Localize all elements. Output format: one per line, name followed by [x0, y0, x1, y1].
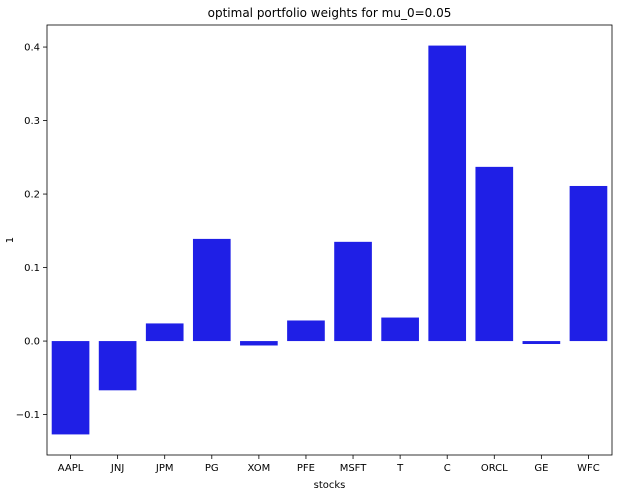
- bar-jpm: [145, 323, 184, 342]
- x-axis: AAPL JNJ JPM PG XOM PFE MSFT T C ORCL GE WFC: [58, 455, 600, 474]
- x-tick-label: JNJ: [110, 463, 124, 474]
- chart-title: optimal portfolio weights for mu_0=0.05: [208, 6, 452, 20]
- x-tick-label: ORCL: [481, 463, 508, 474]
- y-tick-label: 0.2: [24, 190, 40, 201]
- x-tick-label: AAPL: [58, 463, 84, 474]
- bar-wfc: [569, 185, 608, 342]
- bar-t: [381, 317, 419, 342]
- y-tick-label: 0.3: [24, 116, 40, 127]
- x-tick-label: C: [444, 463, 451, 474]
- bar-xom: [240, 341, 278, 346]
- y-tick-label: 0.4: [24, 43, 40, 54]
- x-tick-label: JPM: [155, 463, 174, 474]
- bar-pfe: [287, 320, 325, 342]
- x-axis-label: stocks: [314, 480, 346, 491]
- bar-msft: [334, 241, 372, 342]
- y-axis: −0.1 0.0 0.1 0.2 0.3 0.4: [16, 43, 47, 421]
- bar-orcl: [475, 166, 514, 342]
- bar-c: [428, 45, 467, 342]
- bar-pg: [192, 238, 231, 342]
- x-tick-label: GE: [534, 463, 548, 474]
- x-tick-label: MSFT: [340, 463, 368, 474]
- bar-jnj: [98, 341, 137, 391]
- y-tick-label: 0.1: [24, 263, 40, 274]
- y-tick-label: −0.1: [16, 410, 40, 421]
- bar-aapl: [51, 341, 90, 435]
- x-tick-label: WFC: [577, 463, 600, 474]
- bars-group: [51, 45, 608, 435]
- x-tick-label: XOM: [248, 463, 271, 474]
- x-tick-label: PFE: [297, 463, 315, 474]
- x-tick-label: PG: [205, 463, 219, 474]
- y-axis-label: 1: [5, 237, 16, 243]
- plot-frame: [46, 24, 613, 456]
- bar-ge: [522, 341, 561, 345]
- x-tick-label: T: [396, 463, 404, 474]
- y-tick-label: 0.0: [24, 337, 40, 348]
